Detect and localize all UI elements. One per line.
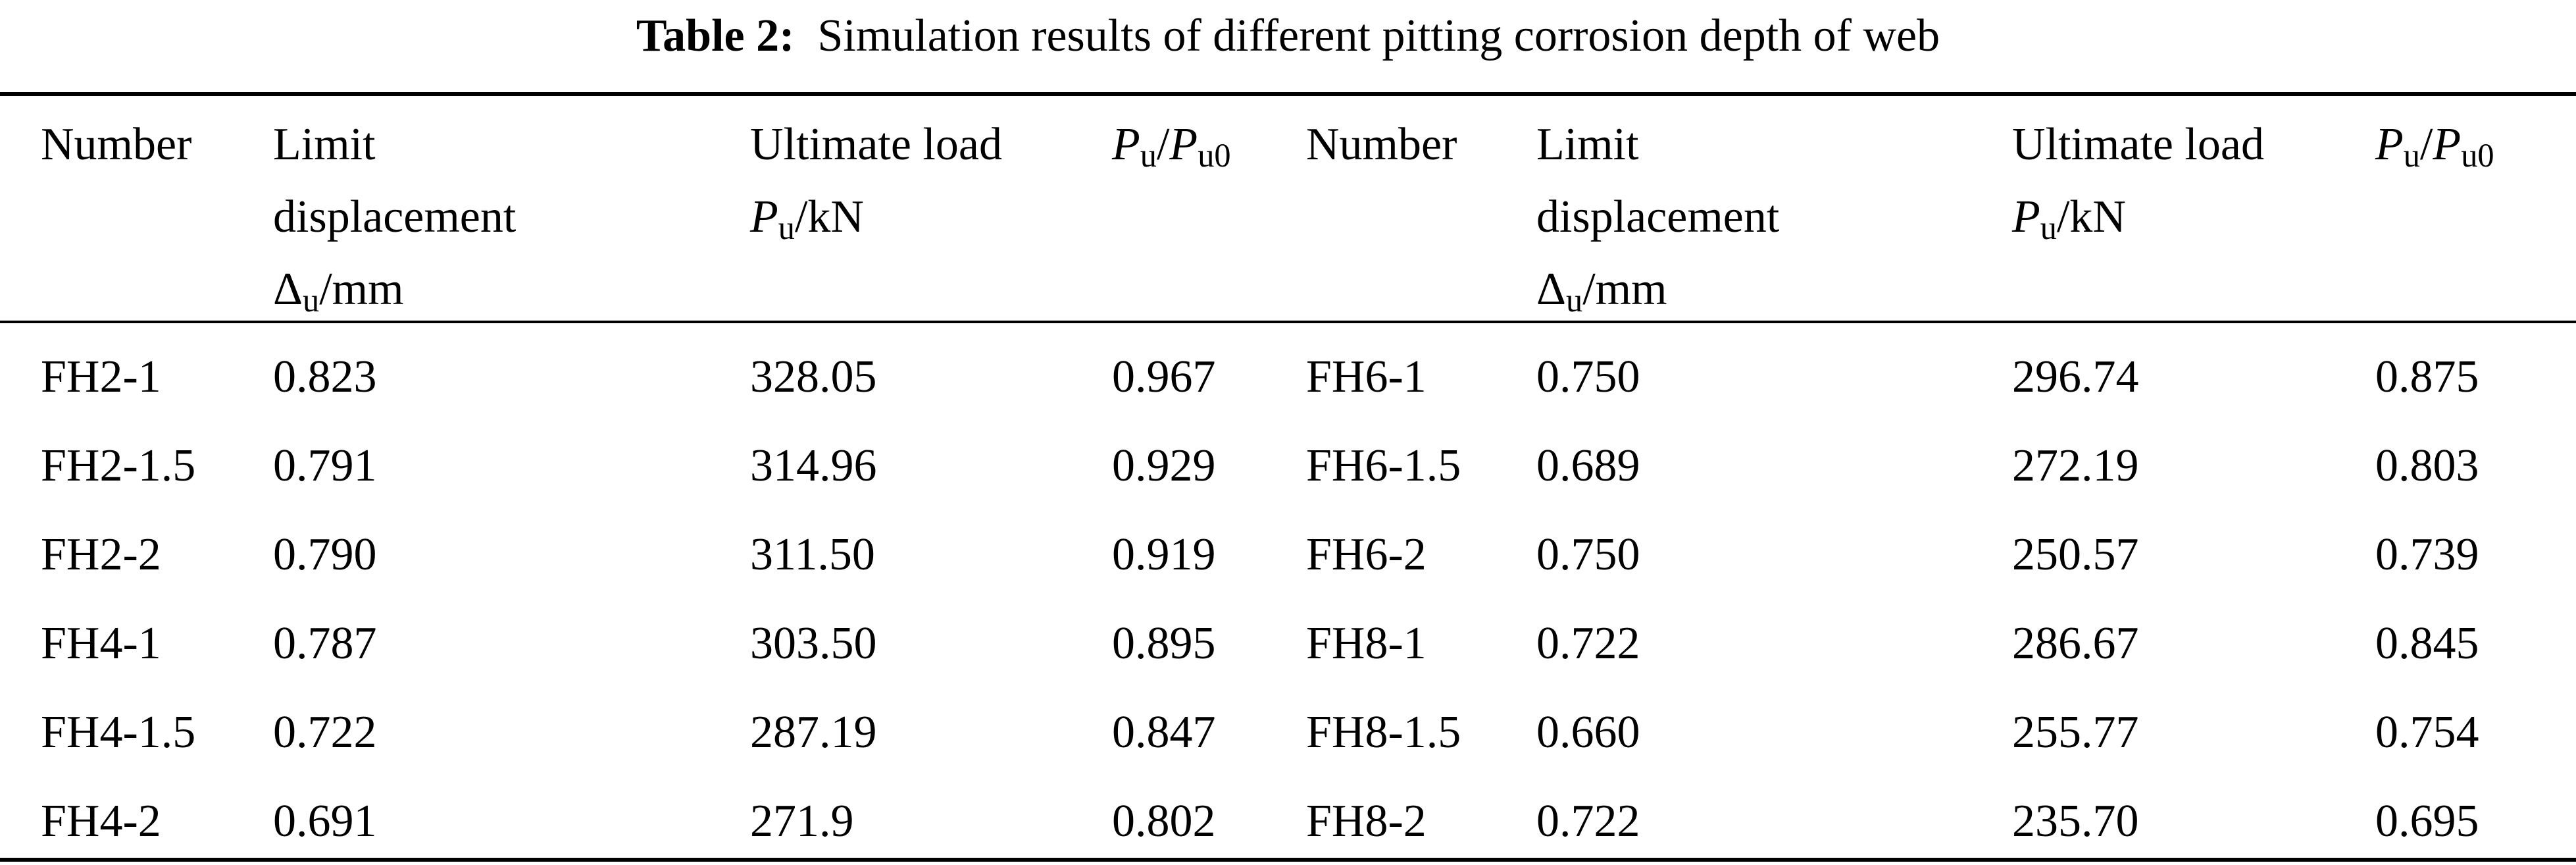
table-cell: FH6-1 bbox=[1306, 352, 1427, 402]
table-cell: FH8-1 bbox=[1306, 618, 1427, 669]
header-number: Number bbox=[41, 119, 192, 170]
header-ultimate-load: Ultimate load Pu/kN bbox=[750, 119, 1002, 247]
table-cell: 0.895 bbox=[1112, 618, 1216, 669]
table-cell: 0.929 bbox=[1112, 440, 1216, 491]
header-limit-displacement: Limit displacement Δu/mm bbox=[273, 119, 517, 319]
table-cell: 235.70 bbox=[2012, 796, 2139, 847]
header-limit-displacement: Limit displacement Δu/mm bbox=[1536, 119, 1780, 319]
table-cell: 0.919 bbox=[1112, 529, 1216, 580]
table-cell: 0.754 bbox=[2375, 707, 2479, 758]
table-cell: 0.722 bbox=[1536, 796, 1640, 847]
table-cell: 0.691 bbox=[273, 796, 377, 847]
table-cell: 0.803 bbox=[2375, 440, 2479, 491]
top-rule bbox=[0, 92, 2576, 96]
table-cell: 0.845 bbox=[2375, 618, 2479, 669]
table-cell: 286.67 bbox=[2012, 618, 2139, 669]
table-cell: 0.823 bbox=[273, 352, 377, 402]
caption-label: Table 2: bbox=[636, 11, 795, 61]
table-cell: FH2-2 bbox=[41, 529, 161, 580]
header-load-ratio: Pu/Pu0 bbox=[1112, 119, 1231, 174]
table-cell: FH2-1.5 bbox=[41, 440, 196, 491]
table-cell: 0.847 bbox=[1112, 707, 1216, 758]
table-cell: 0.875 bbox=[2375, 352, 2479, 402]
table-cell: 287.19 bbox=[750, 707, 877, 758]
table-caption: Table 2: Simulation results of different… bbox=[0, 0, 2576, 79]
table-cell: 272.19 bbox=[2012, 440, 2139, 491]
table-cell: 271.9 bbox=[750, 796, 854, 847]
table-cell: 0.967 bbox=[1112, 352, 1216, 402]
table-cell: FH4-1 bbox=[41, 618, 161, 669]
table-cell: 0.791 bbox=[273, 440, 377, 491]
table-cell: FH2-1 bbox=[41, 352, 161, 402]
header-load-ratio: Pu/Pu0 bbox=[2375, 119, 2494, 174]
table-cell: 0.660 bbox=[1536, 707, 1640, 758]
bottom-rule bbox=[0, 858, 2576, 862]
table-cell: FH6-2 bbox=[1306, 529, 1427, 580]
table-cell: FH8-1.5 bbox=[1306, 707, 1461, 758]
table-cell: 250.57 bbox=[2012, 529, 2139, 580]
table-cell: 0.722 bbox=[1536, 618, 1640, 669]
header-number: Number bbox=[1306, 119, 1457, 170]
table-cell: FH6-1.5 bbox=[1306, 440, 1461, 491]
table-cell: 255.77 bbox=[2012, 707, 2139, 758]
caption-text: Simulation results of different pitting … bbox=[817, 11, 1940, 61]
table-cell: 0.750 bbox=[1536, 529, 1640, 580]
table-cell: 0.790 bbox=[273, 529, 377, 580]
table-cell: 0.787 bbox=[273, 618, 377, 669]
table-cell: 0.739 bbox=[2375, 529, 2479, 580]
table-cell: 314.96 bbox=[750, 440, 877, 491]
table-cell: 0.722 bbox=[273, 707, 377, 758]
table-cell: 0.802 bbox=[1112, 796, 1216, 847]
header-rule bbox=[0, 321, 2576, 323]
table-cell: 303.50 bbox=[750, 618, 877, 669]
table-cell: 0.689 bbox=[1536, 440, 1640, 491]
table-cell: 296.74 bbox=[2012, 352, 2139, 402]
table-cell: 0.695 bbox=[2375, 796, 2479, 847]
table-cell: FH4-1.5 bbox=[41, 707, 196, 758]
table-cell: 328.05 bbox=[750, 352, 877, 402]
table-cell: FH4-2 bbox=[41, 796, 161, 847]
table-cell: 0.750 bbox=[1536, 352, 1640, 402]
header-ultimate-load: Ultimate load Pu/kN bbox=[2012, 119, 2264, 247]
table-cell: 311.50 bbox=[750, 529, 875, 580]
table-cell: FH8-2 bbox=[1306, 796, 1427, 847]
